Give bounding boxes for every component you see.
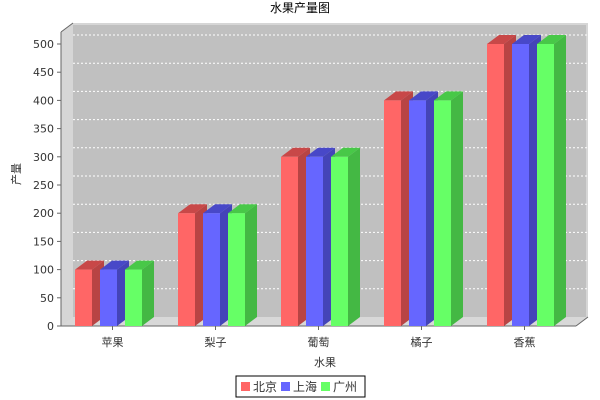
y-tick-label: 450 [33,66,54,79]
depth-edge [60,22,74,33]
y-tick-label: 50 [40,292,54,305]
bar-top [203,204,232,214]
bar-top [100,260,129,270]
bar-side [348,147,360,326]
legend-label: 上海 [293,379,317,394]
bar-front [409,100,426,327]
legend-swatch [321,382,330,391]
x-tick-label: 香蕉 [514,336,536,349]
chart-title: 水果产量图 [270,1,330,15]
bar-front [537,44,554,326]
y-tick-label: 500 [33,38,54,51]
y-axis-title: 产量 [9,163,23,185]
bar-top [331,147,360,157]
y-tick-label: 150 [33,235,54,248]
x-tick-label: 梨子 [205,335,227,349]
bar [434,91,463,327]
legend-item: 上海 [281,379,317,394]
x-tick-label: 葡萄 [308,336,330,349]
legend-swatch [281,382,290,391]
legend-label: 北京 [253,380,277,394]
legend-swatch [241,382,250,391]
y-tick-label: 0 [47,320,54,333]
bar-front [203,213,220,326]
bar-top [434,91,463,101]
bar-side [142,260,154,326]
bar-front [75,269,92,326]
y-tick-label: 300 [33,151,54,164]
y-tick-label: 200 [33,207,54,220]
bar [178,204,207,326]
bar-front [384,100,401,327]
bar-front [306,156,323,326]
y-tick-label: 400 [33,94,54,107]
bar-top [125,260,154,270]
bar-front [228,213,245,326]
bar-front [100,269,117,326]
bar [100,260,129,326]
legend-label: 广州 [333,380,357,394]
bar [537,35,566,326]
bar-top [487,35,516,44]
bar-side [554,35,566,326]
bar-front [281,156,298,326]
y-tick-label: 250 [33,179,54,192]
bar-top [384,91,413,101]
y-tick-label: 100 [33,264,54,277]
bar-top [306,147,335,157]
bar-side [245,204,257,326]
bar-front [125,269,142,326]
bar-front [178,213,195,326]
bar [228,204,257,326]
bar-top [512,35,541,44]
bar-top [281,147,310,157]
bar [125,260,154,326]
bar-top [537,35,566,44]
bar [281,147,310,326]
x-tick-label: 苹果 [102,335,124,349]
bar [487,35,516,326]
bar-top [228,204,257,214]
bar [384,91,413,327]
x-axis-title: 水果 [314,356,336,369]
legend-box [235,375,366,398]
bar-side [451,91,463,327]
depth-edge [575,316,589,327]
bar [306,147,335,326]
bar-front [434,100,451,327]
legend-item: 北京 [241,380,277,394]
y-tick-label: 350 [33,123,54,136]
bar-front [487,44,504,326]
bar [75,260,104,326]
bar-front [331,156,348,326]
x-tick-label: 橘子 [411,336,433,349]
bar-top [178,204,207,214]
bar-top [409,91,438,101]
x-axis-ticks: 苹果 梨子 葡萄 橘子 香蕉 [102,326,536,349]
y-axis-ticks: 0 50 100 150 200 250 300 350 400 450 500 [33,38,61,333]
bar [203,204,232,326]
bar-front [512,44,529,326]
bar [512,35,541,326]
bar-top [75,260,104,270]
legend-item: 广州 [321,380,357,394]
bars [75,35,566,327]
bar [409,91,438,327]
legend: 北京 上海 广州 [235,375,366,398]
bar [331,147,360,326]
